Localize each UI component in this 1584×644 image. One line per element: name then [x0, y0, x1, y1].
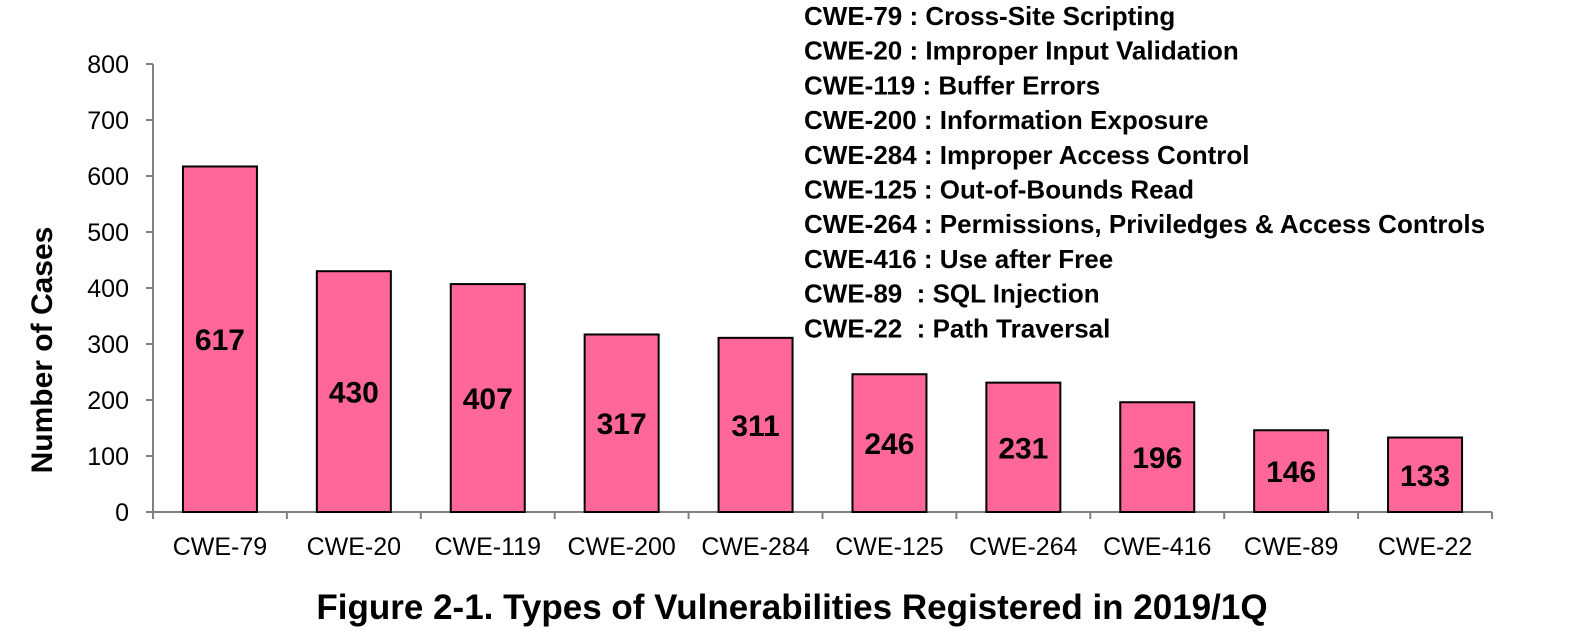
y-tick-label: 0	[115, 499, 129, 527]
y-tick-label: 500	[87, 219, 129, 247]
bar-cwe-416	[1119, 401, 1196, 513]
data-label-cwe-79: 617	[195, 324, 245, 357]
y-tick-label: 100	[87, 443, 129, 471]
x-tick-label: CWE-125	[835, 533, 943, 561]
data-label-cwe-119: 407	[463, 383, 513, 416]
legend-entry: CWE-264 : Permissions, Priviledges & Acc…	[804, 209, 1485, 239]
bar-cwe-200	[583, 333, 660, 514]
legend-entry: CWE-284 : Improper Access Control	[804, 140, 1249, 170]
legend-entry: CWE-20 : Improper Input Validation	[804, 36, 1239, 66]
bar-cwe-284	[717, 336, 794, 513]
legend-entry: CWE-22 : Path Traversal	[804, 313, 1110, 343]
legend-entry: CWE-125 : Out-of-Bounds Read	[804, 175, 1194, 205]
legend-entry: CWE-200 : Information Exposure	[804, 105, 1209, 135]
x-tick-label: CWE-22	[1378, 533, 1472, 561]
y-tick-label: 300	[87, 331, 129, 359]
x-tick-label: CWE-79	[173, 533, 267, 561]
bar-cwe-119	[449, 283, 526, 513]
data-label-cwe-22: 133	[1400, 460, 1450, 493]
bar-cwe-125	[851, 373, 928, 513]
x-tick-label: CWE-200	[567, 533, 675, 561]
legend-entry: CWE-89 : SQL Injection	[804, 279, 1100, 309]
y-tick-label: 400	[87, 275, 129, 303]
legend-entry: CWE-416 : Use after Free	[804, 244, 1113, 274]
data-label-cwe-89: 146	[1266, 456, 1316, 489]
data-label-cwe-200: 317	[597, 408, 647, 441]
data-label-cwe-416: 196	[1132, 442, 1182, 475]
data-label-cwe-284: 311	[731, 410, 779, 443]
chart-labels: 0 100 200 300 400 500 600 700 800 617 CWE-79 430 CWE…	[87, 51, 1472, 561]
chart-bars	[181, 165, 1464, 514]
y-tick-label: 700	[87, 107, 129, 135]
data-label-cwe-125: 246	[864, 428, 914, 461]
legend-entry: CWE-119 : Buffer Errors	[804, 70, 1100, 100]
y-tick-label: 600	[87, 163, 129, 191]
figure-caption: Figure 2-1. Types of Vulnerabilities Reg…	[316, 588, 1268, 627]
bar-cwe-20	[315, 270, 392, 514]
x-tick-label: CWE-264	[969, 533, 1077, 561]
x-tick-label: CWE-20	[307, 533, 401, 561]
legend-entry: CWE-79 : Cross-Site Scripting	[804, 1, 1175, 31]
x-tick-label: CWE-89	[1244, 533, 1338, 561]
data-label-cwe-20: 430	[329, 377, 379, 410]
x-tick-label: CWE-416	[1103, 533, 1211, 561]
y-tick-label: 800	[87, 51, 129, 79]
x-tick-label: CWE-119	[434, 533, 541, 561]
bar-cwe-264	[985, 381, 1062, 514]
cwe-legend: CWE-79 : Cross-Site Scripting CWE-20 : Im…	[804, 1, 1485, 343]
data-label-cwe-264: 231	[998, 432, 1048, 465]
x-tick-label: CWE-284	[701, 533, 809, 561]
y-tick-label: 200	[87, 387, 129, 415]
bar-cwe-22	[1387, 436, 1464, 513]
y-axis-label: Number of Cases	[26, 227, 59, 474]
bar-cwe-79	[181, 165, 258, 513]
bar-cwe-89	[1253, 429, 1330, 513]
